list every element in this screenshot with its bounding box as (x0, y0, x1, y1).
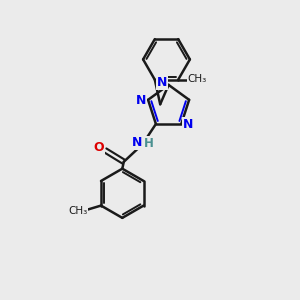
Text: N: N (132, 136, 142, 149)
Text: O: O (93, 142, 104, 154)
Text: N: N (136, 94, 147, 107)
Text: CH₃: CH₃ (187, 74, 206, 84)
Text: H: H (144, 137, 154, 150)
Text: CH₃: CH₃ (69, 206, 88, 216)
Text: N: N (183, 118, 193, 131)
Text: N: N (157, 76, 167, 89)
